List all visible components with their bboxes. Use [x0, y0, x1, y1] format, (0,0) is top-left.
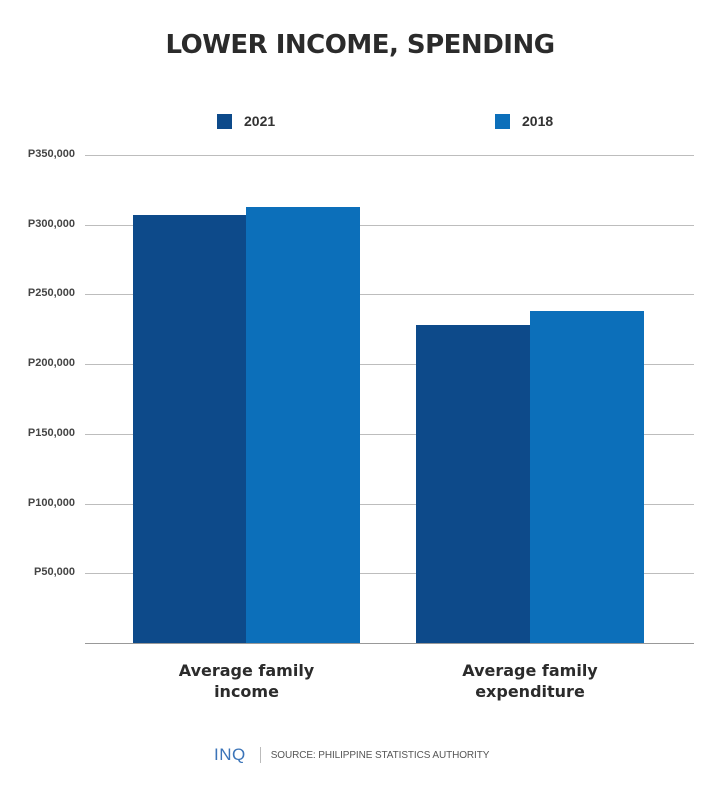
bar-income-2018 [246, 207, 360, 643]
bar-expenditure-2018 [530, 311, 644, 643]
y-tick-100000: P100,000 [27, 497, 75, 509]
inq-logo: INQ [214, 745, 246, 764]
legend-item-2018: 2018 [495, 113, 553, 129]
gridline-300000 [85, 225, 694, 226]
bar-expenditure-2021 [416, 325, 530, 643]
gridline-200000 [85, 364, 694, 365]
source-credit: SOURCE: PHILIPPINE STATISTICS AUTHORITY [270, 749, 490, 761]
gridline-100000 [85, 504, 694, 505]
gridline-150000 [85, 434, 694, 435]
y-tick-300000: P300,000 [27, 218, 75, 230]
y-tick-200000: P200,000 [27, 357, 75, 369]
footer: INQ SOURCE: PHILIPPINE STATISTICS AUTHOR… [214, 745, 489, 765]
footer-divider [259, 747, 261, 763]
category-label-expenditure: Average family expenditure [462, 661, 598, 701]
category-label-income: Average family income [178, 661, 315, 701]
chart-title: LOWER INCOME, SPENDING [165, 30, 555, 60]
legend-item-2021: 2021 [217, 113, 275, 129]
legend-label-2021: 2021 [244, 113, 276, 129]
gridline-50000 [85, 573, 694, 574]
y-tick-150000: P150,000 [27, 427, 75, 439]
x-axis-baseline [85, 643, 694, 644]
gridline-250000 [85, 294, 694, 295]
bar-income-2021 [133, 215, 246, 643]
y-tick-50000: P50,000 [34, 566, 75, 578]
legend-swatch-2021 [217, 113, 232, 129]
legend-label-2018: 2018 [522, 113, 554, 129]
y-tick-350000: P350,000 [27, 148, 75, 160]
y-tick-250000: P250,000 [27, 287, 75, 299]
legend-swatch-2018 [495, 113, 510, 129]
gridline-350000 [85, 155, 694, 156]
